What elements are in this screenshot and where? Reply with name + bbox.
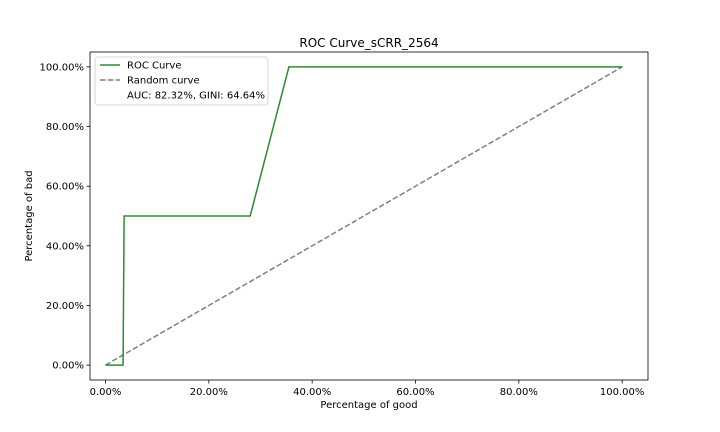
chart-title: ROC Curve_sCRR_2564 <box>299 36 438 50</box>
y-axis-label: Percentage of bad <box>24 170 35 261</box>
legend-label: ROC Curve <box>127 61 181 72</box>
y-tick-label: 20.00% <box>46 301 84 312</box>
x-tick-label: 0.00% <box>90 387 122 398</box>
y-tick-label: 40.00% <box>46 241 84 252</box>
x-tick-label: 100.00% <box>600 387 645 398</box>
x-axis-label: Percentage of good <box>320 400 417 411</box>
legend-label: AUC: 82.32%, GINI: 64.64% <box>127 91 265 102</box>
y-tick-label: 60.00% <box>46 182 84 193</box>
y-tick-label: 0.00% <box>52 361 84 372</box>
x-tick-label: 40.00% <box>293 387 331 398</box>
random-curve-line <box>105 66 623 366</box>
legend-box <box>94 56 269 106</box>
plot-area <box>89 51 649 381</box>
y-tick-label: 100.00% <box>40 62 85 73</box>
y-tick-label: 80.00% <box>46 122 84 133</box>
legend: ROC Curve Random curve AUC: 82.32%, GINI: … <box>94 56 269 106</box>
series-layer <box>105 66 623 366</box>
x-tick-label: 80.00% <box>500 387 538 398</box>
y-axis: 0.00% 20.00% 40.00% 60.00% 80.00% 100.00% <box>40 62 90 372</box>
x-axis: 0.00% 20.00% 40.00% 60.00% 80.00% 100.00% <box>90 380 645 398</box>
roc-curve-line <box>105 66 623 366</box>
legend-label: Random curve <box>127 76 200 87</box>
x-tick-label: 60.00% <box>396 387 434 398</box>
x-tick-label: 20.00% <box>190 387 228 398</box>
legend-items: ROC Curve Random curve AUC: 82.32%, GINI: … <box>100 61 265 102</box>
